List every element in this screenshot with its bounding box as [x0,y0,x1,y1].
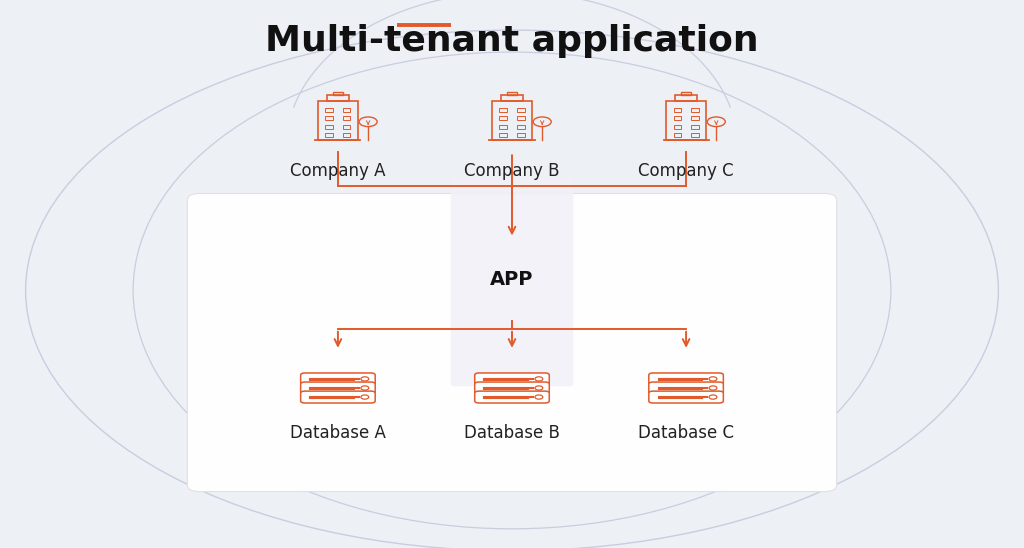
FancyBboxPatch shape [301,382,375,394]
Text: Database C: Database C [638,424,734,442]
FancyBboxPatch shape [475,382,549,394]
Bar [326,133,333,138]
Bar [674,116,681,121]
FancyBboxPatch shape [301,391,375,403]
Bar [507,92,517,94]
Bar [674,124,681,129]
Text: Company B: Company B [464,162,560,180]
Bar [326,116,333,121]
Text: Multi-tenant application: Multi-tenant application [265,24,759,58]
Bar [517,107,524,112]
Bar [501,94,523,101]
Bar [674,107,681,112]
FancyBboxPatch shape [475,391,549,403]
Bar [343,133,350,138]
Text: Database A: Database A [290,424,386,442]
Bar [675,94,697,101]
Bar [517,124,524,129]
FancyBboxPatch shape [451,178,573,386]
FancyBboxPatch shape [475,373,549,385]
FancyBboxPatch shape [649,373,723,385]
Bar [343,107,350,112]
Bar [666,101,707,140]
Bar [343,116,350,121]
Bar [327,94,349,101]
Text: Company A: Company A [290,162,386,180]
FancyBboxPatch shape [649,382,723,394]
Bar [492,101,532,140]
Bar [517,116,524,121]
Bar [500,133,507,138]
Text: Database B: Database B [464,424,560,442]
Bar [500,107,507,112]
Bar [333,92,343,94]
Bar [691,124,698,129]
Bar [317,101,358,140]
Bar [517,133,524,138]
Bar [326,124,333,129]
Bar [500,124,507,129]
Bar [674,133,681,138]
FancyBboxPatch shape [187,193,837,492]
FancyBboxPatch shape [649,391,723,403]
Bar [681,92,691,94]
Bar [691,107,698,112]
Bar [343,124,350,129]
Bar [500,116,507,121]
Text: Company C: Company C [638,162,734,180]
Text: APP: APP [490,270,534,289]
FancyBboxPatch shape [301,373,375,385]
Bar [691,116,698,121]
Bar [691,133,698,138]
Bar [326,107,333,112]
